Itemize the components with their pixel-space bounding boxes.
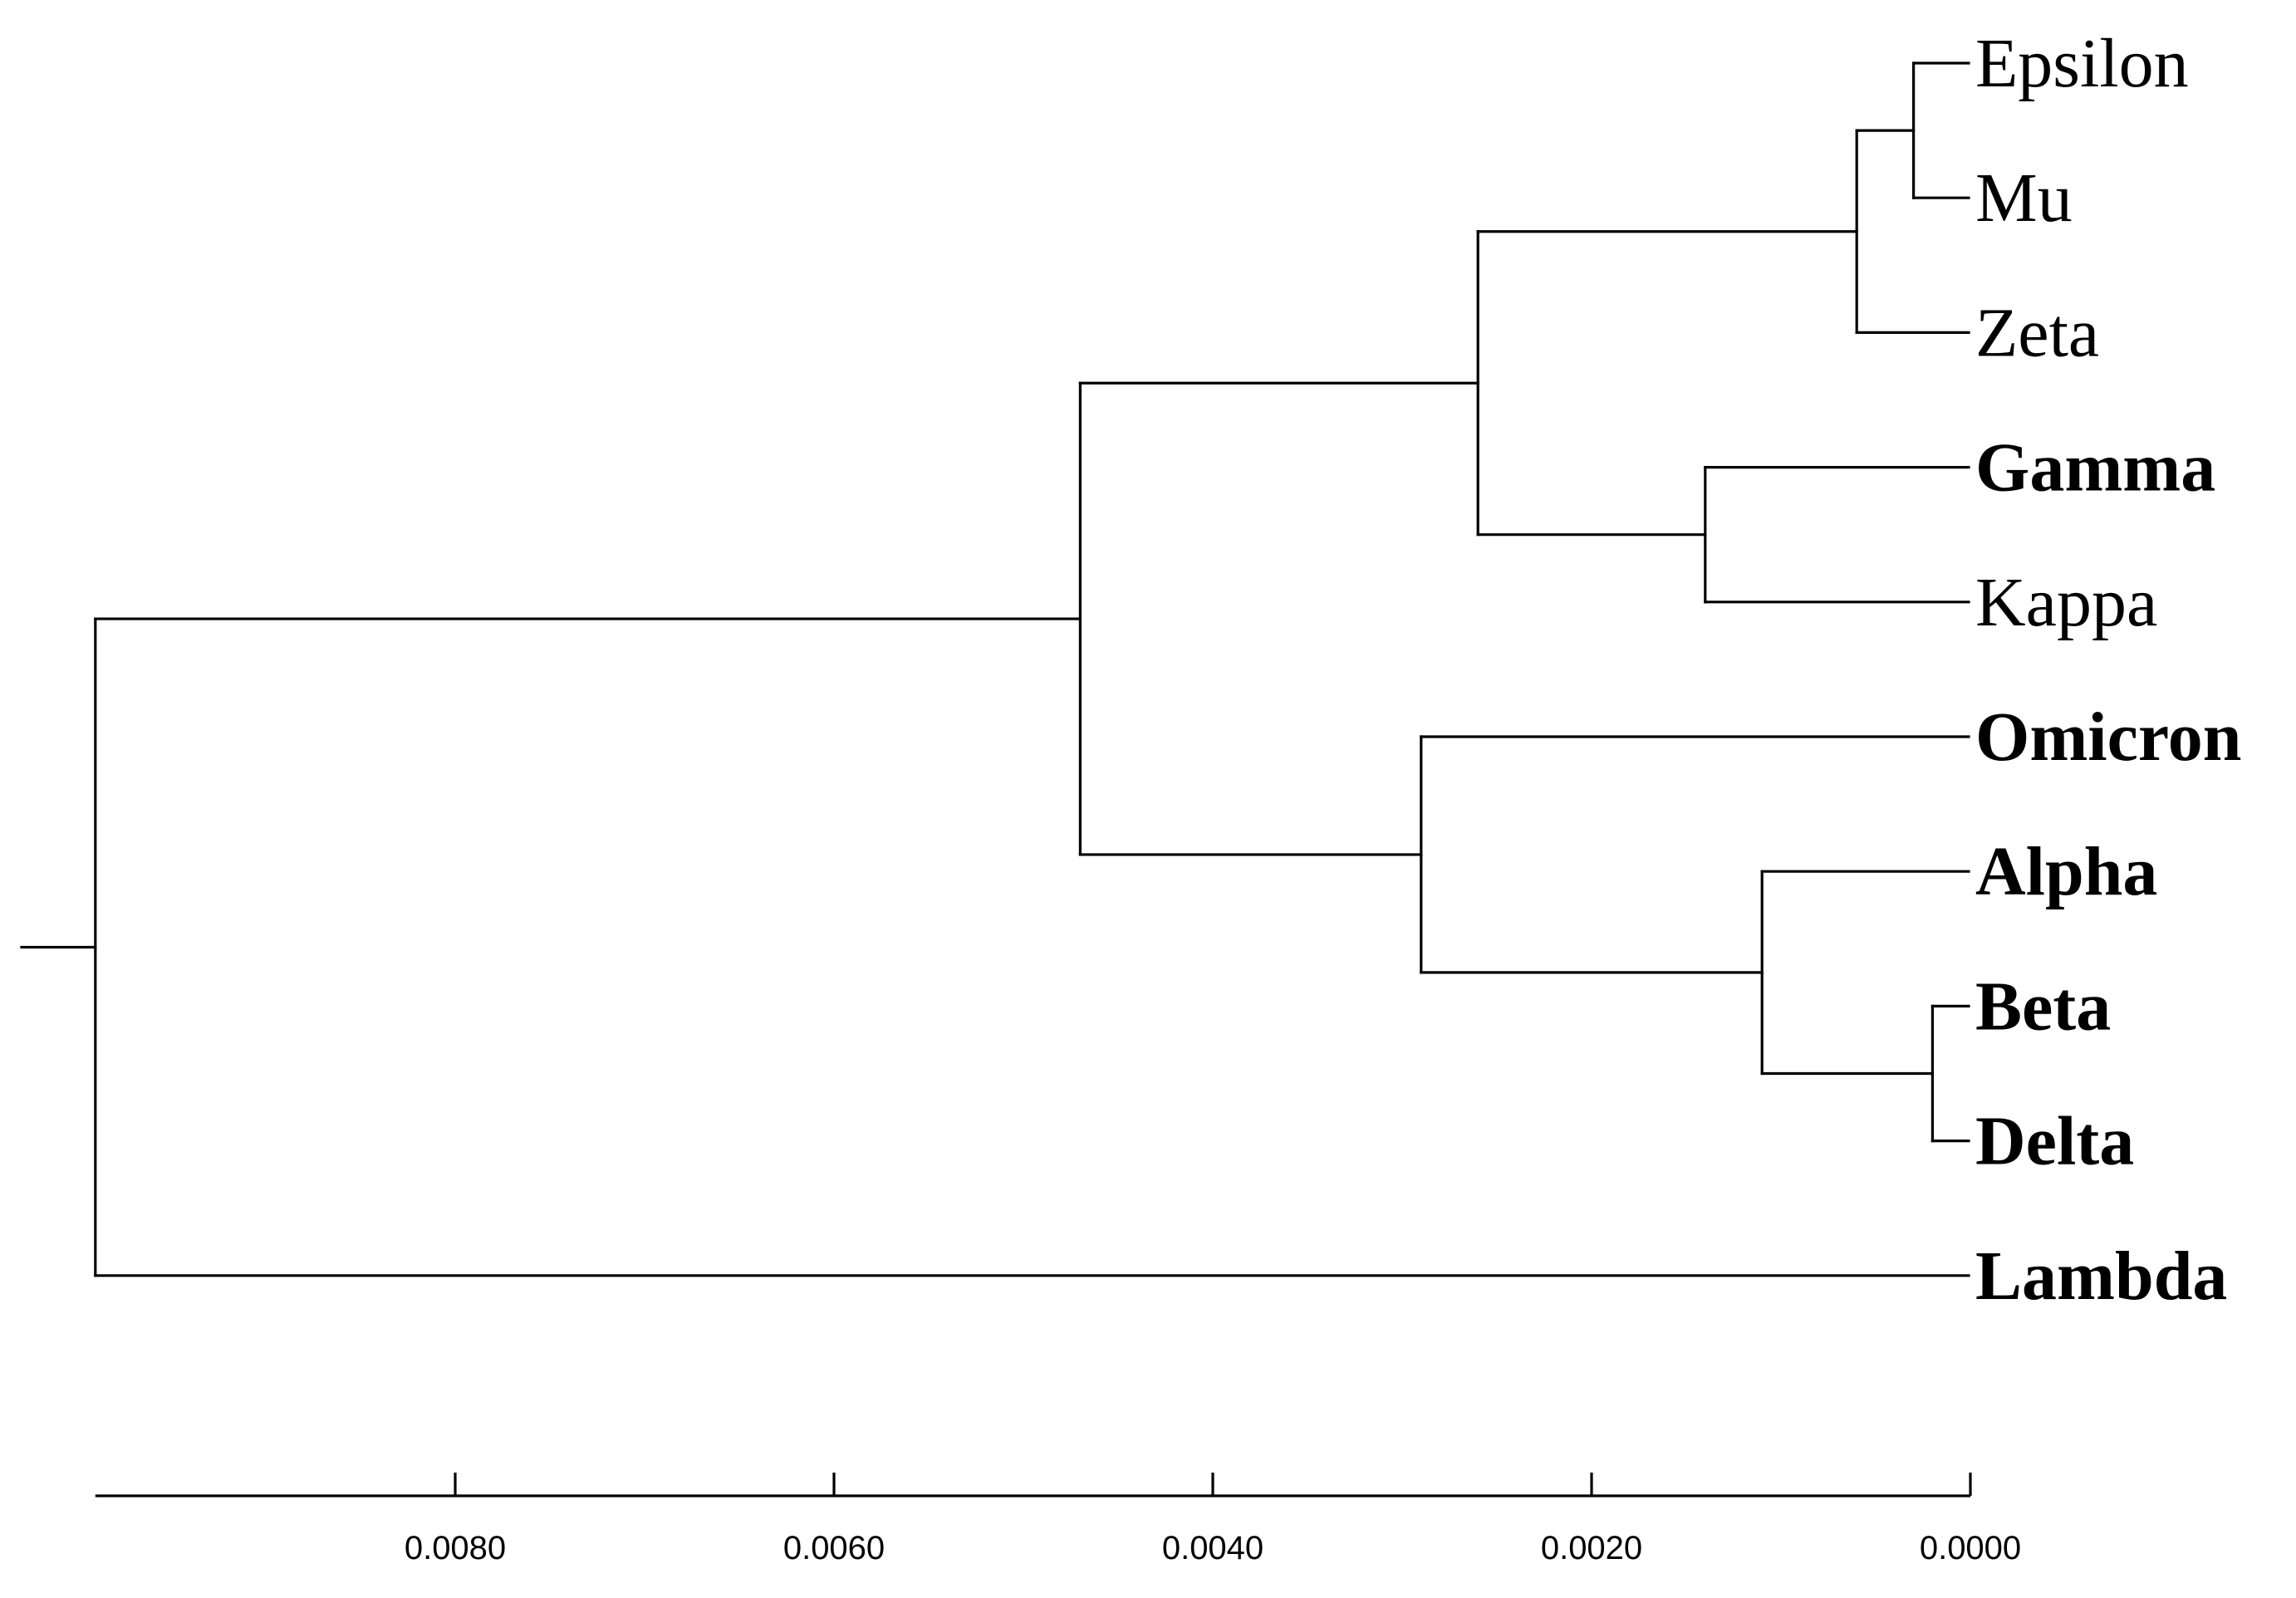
axis-tick-label: 0.0060 bbox=[783, 1530, 885, 1566]
leaf-label-epsilon: Epsilon bbox=[1975, 25, 2189, 102]
leaf-label-alpha: Alpha bbox=[1975, 833, 2157, 910]
distance-axis: 0.0080 0.0060 0.0040 0.0020 0.0000 bbox=[95, 1473, 2021, 1566]
leaf-label-lambda: Lambda bbox=[1975, 1238, 2227, 1315]
dendrogram-branches bbox=[20, 61, 1970, 1277]
axis-ticks: 0.0080 0.0060 0.0040 0.0020 0.0000 bbox=[405, 1473, 2021, 1566]
leaf-label-mu: Mu bbox=[1975, 159, 2073, 237]
axis-tick-label: 0.0000 bbox=[1920, 1530, 2021, 1566]
axis-tick-label: 0.0040 bbox=[1162, 1530, 1263, 1566]
leaf-label-gamma: Gamma bbox=[1975, 429, 2215, 507]
leaf-labels: Epsilon Mu Zeta Gamma Kappa Omicron Alpha Beta D… bbox=[1975, 25, 2241, 1315]
leaf-label-omicron: Omicron bbox=[1975, 699, 2241, 776]
leaf-label-beta: Beta bbox=[1975, 968, 2111, 1045]
axis-tick-label: 0.0080 bbox=[405, 1530, 506, 1566]
leaf-label-delta: Delta bbox=[1975, 1103, 2134, 1180]
axis-tick-label: 0.0020 bbox=[1541, 1530, 1642, 1566]
leaf-label-zeta: Zeta bbox=[1975, 294, 2099, 371]
leaf-label-kappa: Kappa bbox=[1975, 564, 2157, 641]
